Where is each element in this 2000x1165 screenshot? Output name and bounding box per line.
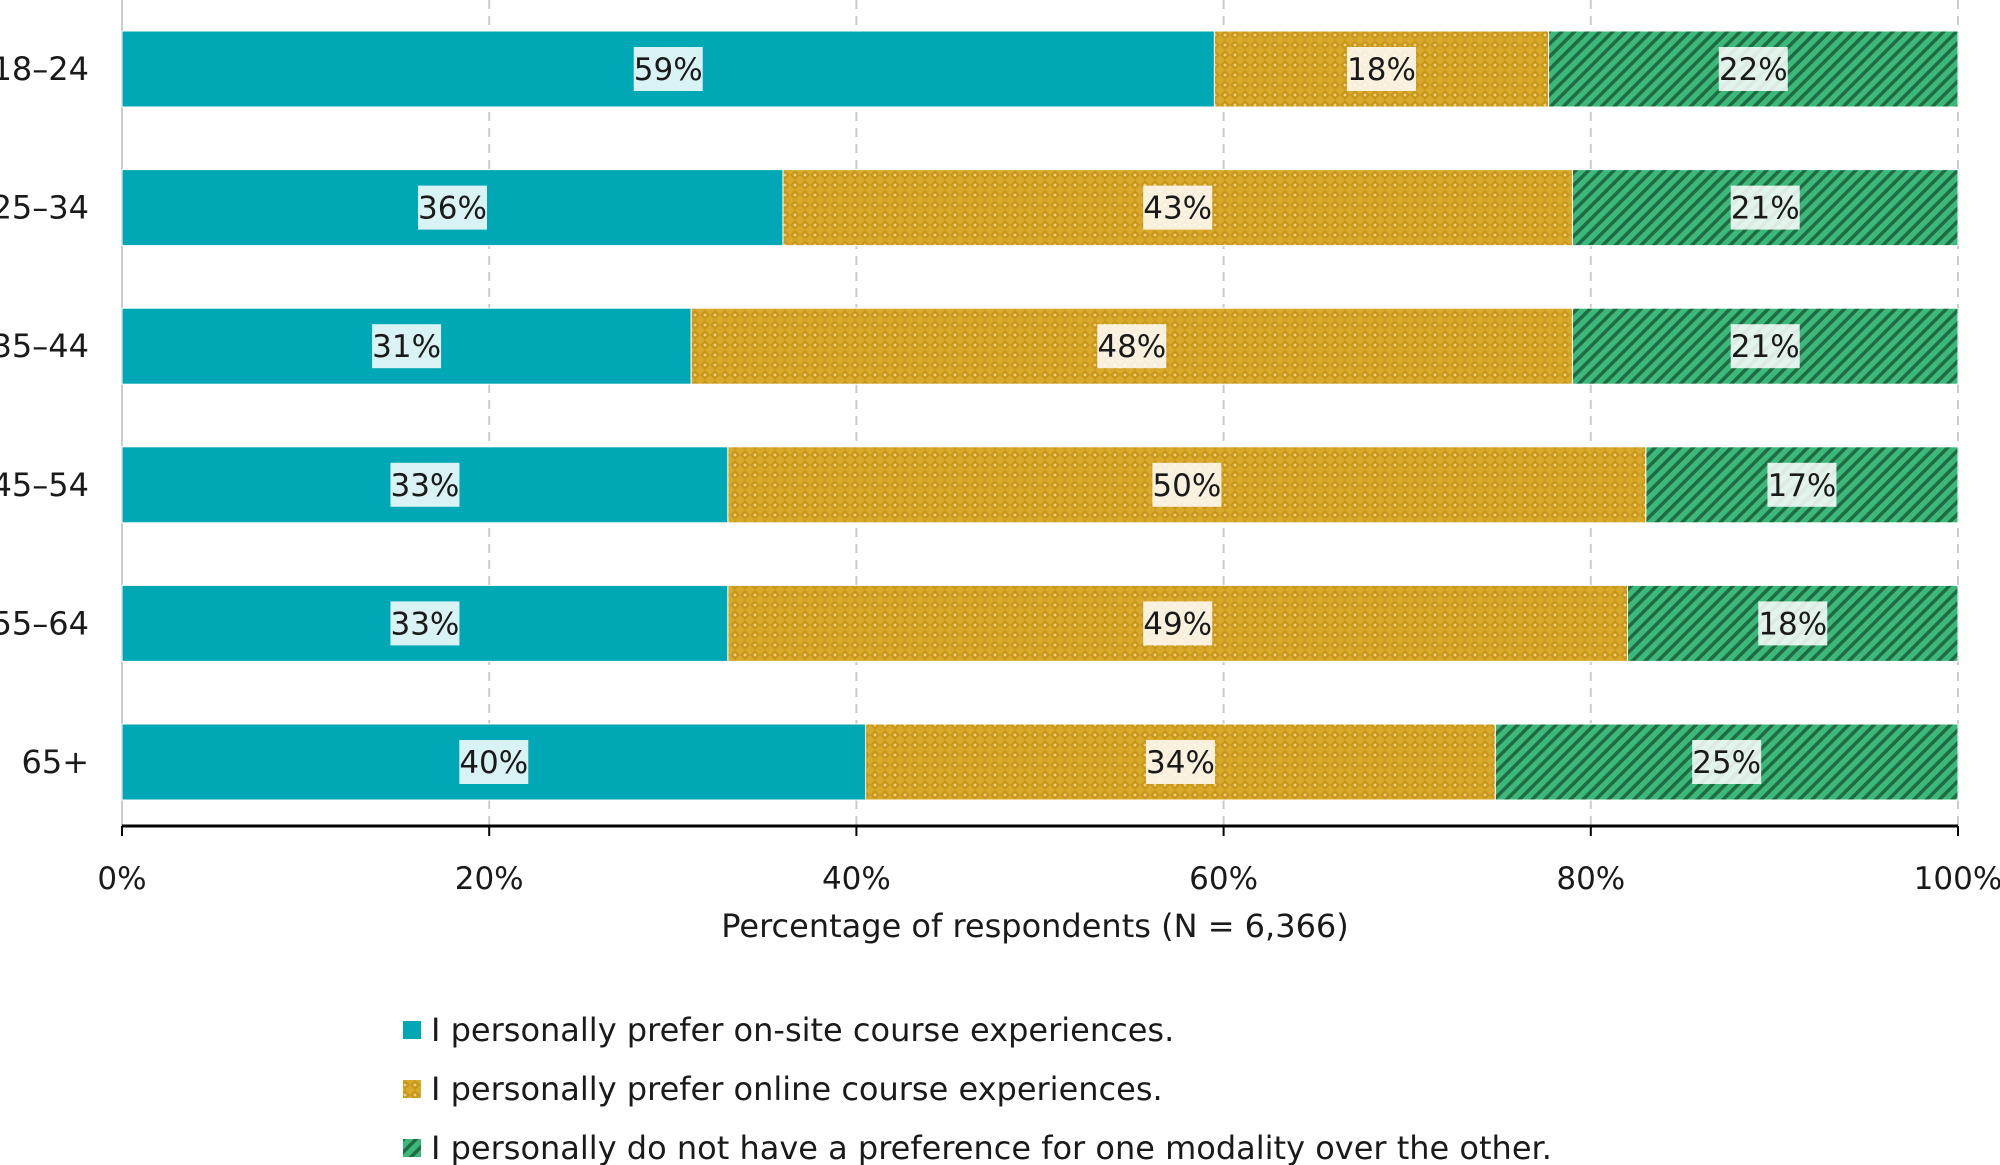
- x-tick-label: 20%: [455, 861, 524, 897]
- data-label-background: [1152, 462, 1222, 507]
- data-label: 43%: [1143, 191, 1212, 227]
- data-label-background: [1692, 740, 1762, 784]
- gridlines: [121, 0, 1959, 826]
- data-label-background: [1767, 462, 1837, 507]
- data-label: 25%: [1692, 745, 1761, 781]
- legend-label: I personally prefer on-site course exper…: [431, 1011, 1174, 1049]
- data-label-background: [372, 324, 442, 369]
- bar-row: 25–34 36% 43% 21%: [0, 169, 1959, 247]
- data-label: 21%: [1731, 329, 1800, 365]
- bar-row: 55–64 33% 49% 18%: [0, 584, 1959, 662]
- x-tick-label: 80%: [1556, 861, 1625, 897]
- data-label-background: [1097, 324, 1167, 369]
- bar-row: 35–44 31% 48% 21%: [0, 307, 1959, 385]
- x-tick-label: 0%: [97, 861, 146, 897]
- legend-item: I personally prefer online course experi…: [403, 1070, 1163, 1108]
- bar-row: 65+ 40% 34% 25%: [21, 723, 1959, 801]
- axes: 0% 20% 40% 60% 80% 100%: [97, 824, 2000, 897]
- data-label: 17%: [1767, 468, 1836, 504]
- category-label: 35–44: [0, 327, 89, 365]
- data-label: 31%: [372, 329, 441, 365]
- category-label: 55–64: [0, 604, 89, 642]
- data-label: 18%: [1758, 606, 1827, 642]
- data-label: 34%: [1146, 745, 1215, 781]
- data-label: 50%: [1152, 468, 1221, 504]
- data-label: 18%: [1347, 52, 1416, 88]
- data-label-background: [417, 185, 487, 230]
- category-label: 45–54: [0, 466, 89, 504]
- data-label: 36%: [418, 191, 487, 227]
- data-label: 33%: [390, 468, 459, 504]
- data-label: 59%: [634, 52, 703, 88]
- data-label-background: [1758, 601, 1828, 646]
- x-tick-label: 100%: [1914, 861, 2000, 897]
- data-label-background: [1143, 601, 1213, 646]
- data-label: 33%: [390, 606, 459, 642]
- category-label: 25–34: [0, 189, 89, 227]
- bar-row: 18–24 59% 18% 22%: [0, 30, 1959, 108]
- bar-segment: [1494, 723, 1959, 801]
- x-tick-label: 40%: [822, 861, 891, 897]
- x-tick-label: 60%: [1189, 861, 1258, 897]
- legend-swatch: [403, 1139, 421, 1157]
- data-label: 21%: [1731, 191, 1800, 227]
- data-label-background: [1730, 185, 1800, 230]
- data-label: 22%: [1719, 52, 1788, 88]
- legend-label: I personally prefer online course experi…: [431, 1070, 1163, 1108]
- data-label: 49%: [1143, 606, 1212, 642]
- data-label-background: [1730, 324, 1800, 369]
- legend-item: I personally prefer on-site course exper…: [403, 1011, 1174, 1049]
- data-label-background: [390, 462, 460, 507]
- data-label-background: [1143, 185, 1213, 230]
- data-label-background: [1346, 47, 1416, 91]
- legend-label: I personally do not have a preference fo…: [431, 1129, 1552, 1165]
- bars: 18–24 59% 18% 22% 25–34 36% 43% 21% 35–44 31% 48% 2…: [0, 30, 1959, 801]
- data-label-background: [1145, 740, 1215, 784]
- data-label: 40%: [459, 745, 528, 781]
- legend: I personally prefer on-site course exper…: [403, 1011, 1552, 1165]
- bar-row: 45–54 33% 50% 17%: [0, 446, 1959, 524]
- legend-swatch: [403, 1021, 421, 1039]
- category-label: 18–24: [0, 50, 89, 88]
- data-label-background: [390, 601, 460, 646]
- x-axis-title: Percentage of respondents (N = 6,366): [721, 907, 1349, 945]
- legend-swatch: [403, 1080, 421, 1098]
- data-label: 48%: [1097, 329, 1166, 365]
- data-label-background: [459, 740, 529, 784]
- data-label-background: [1718, 47, 1788, 91]
- category-label: 65+: [21, 743, 89, 781]
- data-label-background: [633, 47, 703, 91]
- legend-item: I personally do not have a preference fo…: [403, 1129, 1552, 1165]
